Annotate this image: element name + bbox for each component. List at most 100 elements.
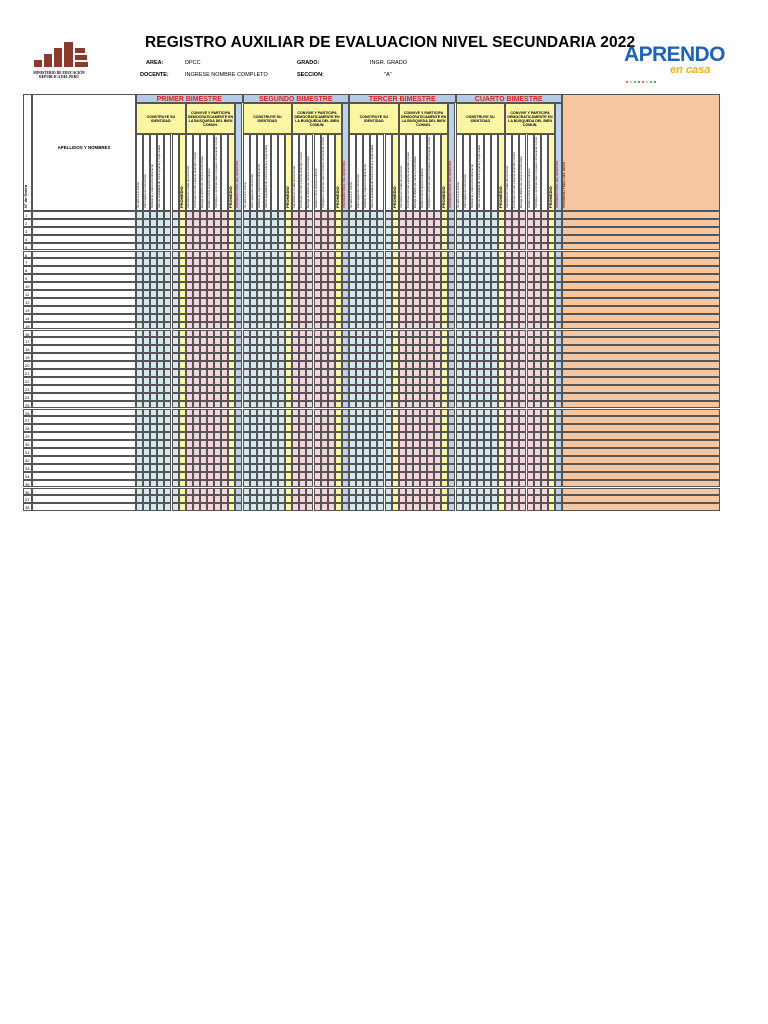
grade-cell[interactable]: [320, 250, 328, 259]
grade-cell[interactable]: [491, 297, 499, 306]
grade-cell[interactable]: [249, 503, 257, 512]
grade-cell[interactable]: [363, 337, 371, 346]
grade-cell[interactable]: [363, 242, 371, 251]
grade-cell[interactable]: [143, 384, 151, 393]
grade-cell[interactable]: [377, 211, 385, 219]
grade-cell[interactable]: [171, 345, 179, 354]
final-area-cell[interactable]: [562, 400, 720, 409]
final-bimester-cell[interactable]: [341, 463, 349, 472]
average-cell[interactable]: [391, 448, 399, 456]
grade-cell[interactable]: [491, 408, 499, 417]
average-cell[interactable]: [391, 384, 399, 393]
average-cell[interactable]: [178, 282, 186, 290]
grade-cell[interactable]: [164, 455, 172, 464]
grade-cell[interactable]: [455, 361, 463, 369]
grade-cell[interactable]: [533, 211, 541, 219]
grade-cell[interactable]: [256, 448, 264, 456]
grade-cell[interactable]: [143, 424, 151, 433]
average-cell[interactable]: [547, 440, 555, 448]
final-area-cell[interactable]: [562, 384, 720, 393]
grade-cell[interactable]: [143, 321, 151, 330]
grade-cell[interactable]: [270, 345, 278, 354]
grade-cell[interactable]: [313, 258, 321, 267]
grade-cell[interactable]: [533, 297, 541, 306]
final-bimester-cell[interactable]: [448, 471, 456, 480]
grade-cell[interactable]: [171, 242, 179, 251]
grade-cell[interactable]: [207, 329, 215, 338]
average-cell[interactable]: [285, 266, 293, 275]
grade-cell[interactable]: [370, 416, 378, 425]
grade-cell[interactable]: [327, 361, 335, 369]
average-cell[interactable]: [228, 218, 236, 227]
grade-cell[interactable]: [533, 400, 541, 409]
grade-cell[interactable]: [199, 250, 207, 259]
grade-cell[interactable]: [185, 503, 193, 512]
student-name-cell[interactable]: [32, 313, 136, 322]
grade-cell[interactable]: [249, 487, 257, 496]
final-area-cell[interactable]: [562, 282, 720, 290]
grade-cell[interactable]: [199, 258, 207, 267]
grade-cell[interactable]: [427, 290, 435, 298]
average-cell[interactable]: [547, 400, 555, 409]
grade-cell[interactable]: [306, 226, 314, 235]
grade-cell[interactable]: [256, 392, 264, 401]
grade-cell[interactable]: [150, 297, 158, 306]
grade-cell[interactable]: [164, 329, 172, 338]
grade-cell[interactable]: [207, 226, 215, 235]
grade-cell[interactable]: [270, 321, 278, 330]
average-cell[interactable]: [498, 463, 506, 472]
final-bimester-cell[interactable]: [235, 455, 243, 464]
grade-cell[interactable]: [533, 463, 541, 472]
grade-cell[interactable]: [164, 463, 172, 472]
final-bimester-cell[interactable]: [554, 250, 562, 259]
average-cell[interactable]: [547, 258, 555, 267]
grade-cell[interactable]: [462, 503, 470, 512]
grade-cell[interactable]: [427, 424, 435, 433]
grade-cell[interactable]: [505, 361, 513, 369]
grade-cell[interactable]: [256, 408, 264, 417]
grade-cell[interactable]: [412, 266, 420, 275]
grade-cell[interactable]: [199, 455, 207, 464]
grade-cell[interactable]: [420, 211, 428, 219]
grade-cell[interactable]: [263, 384, 271, 393]
average-cell[interactable]: [391, 495, 399, 504]
grade-cell[interactable]: [199, 218, 207, 227]
grade-cell[interactable]: [164, 376, 172, 385]
grade-cell[interactable]: [270, 258, 278, 267]
grade-cell[interactable]: [214, 361, 222, 369]
grade-cell[interactable]: [192, 226, 200, 235]
grade-cell[interactable]: [143, 250, 151, 259]
grade-cell[interactable]: [519, 448, 527, 456]
average-cell[interactable]: [334, 321, 342, 330]
grade-cell[interactable]: [363, 297, 371, 306]
grade-cell[interactable]: [476, 369, 484, 377]
average-cell[interactable]: [285, 463, 293, 472]
student-name-cell[interactable]: [32, 408, 136, 417]
grade-cell[interactable]: [526, 274, 534, 283]
grade-cell[interactable]: [540, 361, 548, 369]
grade-cell[interactable]: [249, 400, 257, 409]
grade-cell[interactable]: [192, 479, 200, 488]
grade-cell[interactable]: [306, 479, 314, 488]
grade-cell[interactable]: [349, 495, 357, 504]
average-cell[interactable]: [178, 305, 186, 314]
grade-cell[interactable]: [242, 274, 250, 283]
grade-cell[interactable]: [263, 455, 271, 464]
grade-cell[interactable]: [384, 400, 392, 409]
grade-cell[interactable]: [533, 471, 541, 480]
average-cell[interactable]: [228, 408, 236, 417]
grade-cell[interactable]: [398, 369, 406, 377]
grade-cell[interactable]: [263, 297, 271, 306]
grade-cell[interactable]: [185, 353, 193, 362]
grade-cell[interactable]: [526, 345, 534, 354]
grade-cell[interactable]: [455, 440, 463, 448]
grade-cell[interactable]: [299, 432, 307, 441]
average-cell[interactable]: [391, 242, 399, 251]
grade-cell[interactable]: [249, 455, 257, 464]
grade-cell[interactable]: [150, 369, 158, 377]
grade-cell[interactable]: [356, 337, 364, 346]
grade-cell[interactable]: [150, 242, 158, 251]
average-cell[interactable]: [547, 329, 555, 338]
average-cell[interactable]: [391, 266, 399, 275]
average-cell[interactable]: [228, 487, 236, 496]
